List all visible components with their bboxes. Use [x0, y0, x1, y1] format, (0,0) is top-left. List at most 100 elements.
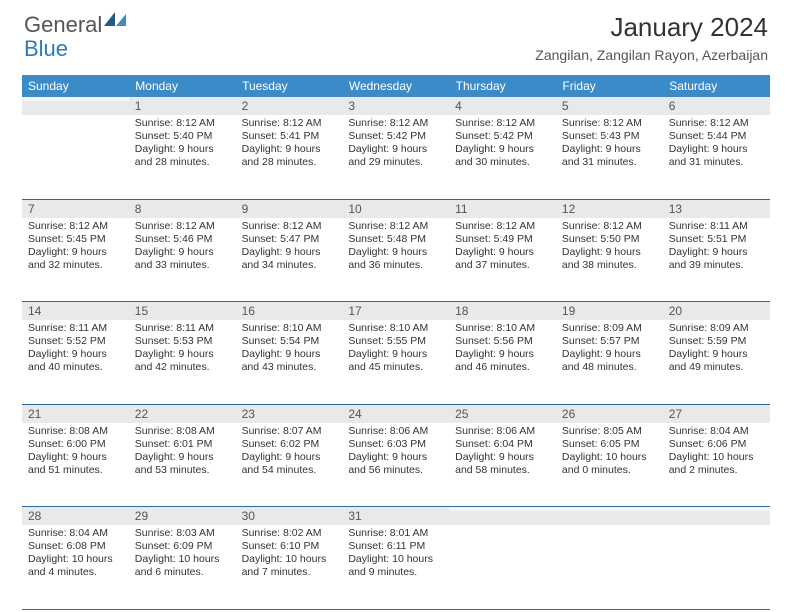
- logo: General: [24, 12, 126, 38]
- daylight-text-a: Daylight: 9 hours: [562, 348, 657, 361]
- daylight-text-a: Daylight: 9 hours: [562, 143, 657, 156]
- sunrise-text: Sunrise: 8:12 AM: [348, 220, 443, 233]
- daylight-text-b: and 6 minutes.: [135, 566, 230, 579]
- daynum-row: 78910111213: [22, 199, 770, 218]
- calendar-body: 123456Sunrise: 8:12 AMSunset: 5:40 PMDay…: [22, 97, 770, 609]
- daylight-text-b: and 40 minutes.: [28, 361, 123, 374]
- daylight-text-a: Daylight: 9 hours: [28, 451, 123, 464]
- daylight-text-b: and 31 minutes.: [669, 156, 764, 169]
- sunrise-text: Sunrise: 8:08 AM: [135, 425, 230, 438]
- day-cell: Sunrise: 8:09 AMSunset: 5:59 PMDaylight:…: [663, 320, 770, 379]
- daylight-text-b: and 4 minutes.: [28, 566, 123, 579]
- month-title: January 2024: [535, 12, 768, 43]
- day-number: 16: [236, 302, 343, 320]
- sunrise-text: Sunrise: 8:06 AM: [455, 425, 550, 438]
- daylight-text-b: and 49 minutes.: [669, 361, 764, 374]
- day-number: 2: [236, 97, 343, 115]
- sunset-text: Sunset: 5:56 PM: [455, 335, 550, 348]
- day-cell: Sunrise: 8:12 AMSunset: 5:42 PMDaylight:…: [342, 115, 449, 174]
- day-cell: [663, 525, 770, 531]
- sunrise-text: Sunrise: 8:12 AM: [455, 117, 550, 130]
- day-number: 31: [342, 507, 449, 525]
- day-cell: Sunrise: 8:12 AMSunset: 5:40 PMDaylight:…: [129, 115, 236, 174]
- day-cell: Sunrise: 8:08 AMSunset: 6:00 PMDaylight:…: [22, 423, 129, 482]
- day-cell: Sunrise: 8:12 AMSunset: 5:47 PMDaylight:…: [236, 218, 343, 277]
- logo-subtext-wrap: Blue: [24, 36, 68, 62]
- day-cell: Sunrise: 8:12 AMSunset: 5:50 PMDaylight:…: [556, 218, 663, 277]
- day-number: [556, 507, 663, 511]
- daylight-text-b: and 31 minutes.: [562, 156, 657, 169]
- day-number: 15: [129, 302, 236, 320]
- day-cell: Sunrise: 8:07 AMSunset: 6:02 PMDaylight:…: [236, 423, 343, 482]
- day-cell: [22, 115, 129, 121]
- sunrise-text: Sunrise: 8:04 AM: [669, 425, 764, 438]
- logo-sail-icon: [104, 12, 126, 26]
- day-cell: Sunrise: 8:12 AMSunset: 5:43 PMDaylight:…: [556, 115, 663, 174]
- sunset-text: Sunset: 5:54 PM: [242, 335, 337, 348]
- day-number: [22, 97, 129, 101]
- day-cell: Sunrise: 8:09 AMSunset: 5:57 PMDaylight:…: [556, 320, 663, 379]
- day-number: 7: [22, 200, 129, 218]
- daylight-text-a: Daylight: 10 hours: [242, 553, 337, 566]
- daylight-text-a: Daylight: 9 hours: [242, 348, 337, 361]
- daylight-text-b: and 36 minutes.: [348, 259, 443, 272]
- sunset-text: Sunset: 5:45 PM: [28, 233, 123, 246]
- sunrise-text: Sunrise: 8:10 AM: [348, 322, 443, 335]
- sunrise-text: Sunrise: 8:11 AM: [28, 322, 123, 335]
- daylight-text-a: Daylight: 9 hours: [348, 451, 443, 464]
- day-number: 27: [663, 405, 770, 423]
- day-number: 5: [556, 97, 663, 115]
- sunrise-text: Sunrise: 8:05 AM: [562, 425, 657, 438]
- calendar-table: Sunday Monday Tuesday Wednesday Thursday…: [22, 75, 770, 610]
- day-number: 21: [22, 405, 129, 423]
- day-number: [663, 507, 770, 511]
- day-number: 18: [449, 302, 556, 320]
- daylight-text-b: and 9 minutes.: [348, 566, 443, 579]
- sunrise-text: Sunrise: 8:09 AM: [562, 322, 657, 335]
- day-cell: Sunrise: 8:06 AMSunset: 6:04 PMDaylight:…: [449, 423, 556, 482]
- day-cell: Sunrise: 8:12 AMSunset: 5:46 PMDaylight:…: [129, 218, 236, 277]
- sunset-text: Sunset: 6:11 PM: [348, 540, 443, 553]
- daylight-text-a: Daylight: 10 hours: [348, 553, 443, 566]
- sunset-text: Sunset: 5:42 PM: [348, 130, 443, 143]
- daylight-text-a: Daylight: 10 hours: [669, 451, 764, 464]
- day-number: 24: [342, 405, 449, 423]
- day-number: 6: [663, 97, 770, 115]
- daylight-text-a: Daylight: 9 hours: [455, 246, 550, 259]
- sunrise-text: Sunrise: 8:08 AM: [28, 425, 123, 438]
- daylight-text-a: Daylight: 9 hours: [348, 143, 443, 156]
- sunrise-text: Sunrise: 8:04 AM: [28, 527, 123, 540]
- day-number: 26: [556, 405, 663, 423]
- weekday-header-row: Sunday Monday Tuesday Wednesday Thursday…: [22, 75, 770, 97]
- daynum-row: 21222324252627: [22, 404, 770, 423]
- day-cell: Sunrise: 8:03 AMSunset: 6:09 PMDaylight:…: [129, 525, 236, 584]
- daylight-text-b: and 33 minutes.: [135, 259, 230, 272]
- sunset-text: Sunset: 5:48 PM: [348, 233, 443, 246]
- day-cell: Sunrise: 8:10 AMSunset: 5:54 PMDaylight:…: [236, 320, 343, 379]
- daylight-text-a: Daylight: 9 hours: [348, 246, 443, 259]
- sunset-text: Sunset: 5:49 PM: [455, 233, 550, 246]
- daylight-text-b: and 43 minutes.: [242, 361, 337, 374]
- day-number: 10: [342, 200, 449, 218]
- logo-text-general: General: [24, 12, 102, 38]
- daylight-text-b: and 28 minutes.: [242, 156, 337, 169]
- daynum-row: 14151617181920: [22, 302, 770, 321]
- daylight-text-a: Daylight: 9 hours: [135, 451, 230, 464]
- day-number: 9: [236, 200, 343, 218]
- day-cell: Sunrise: 8:12 AMSunset: 5:48 PMDaylight:…: [342, 218, 449, 277]
- sunrise-text: Sunrise: 8:11 AM: [669, 220, 764, 233]
- day-number: 4: [449, 97, 556, 115]
- day-cell: Sunrise: 8:11 AMSunset: 5:51 PMDaylight:…: [663, 218, 770, 277]
- sunset-text: Sunset: 6:04 PM: [455, 438, 550, 451]
- day-cell: Sunrise: 8:05 AMSunset: 6:05 PMDaylight:…: [556, 423, 663, 482]
- day-number: [449, 507, 556, 511]
- sunset-text: Sunset: 5:50 PM: [562, 233, 657, 246]
- weekday-header: Tuesday: [236, 75, 343, 97]
- daylight-text-a: Daylight: 9 hours: [669, 143, 764, 156]
- sunrise-text: Sunrise: 8:06 AM: [348, 425, 443, 438]
- week-row: Sunrise: 8:12 AM Sunset: 5:45 PM Daylight:…: [22, 218, 770, 302]
- sunrise-text: Sunrise: 8:12 AM: [135, 220, 230, 233]
- daylight-text-b: and 54 minutes.: [242, 464, 337, 477]
- daylight-text-a: Daylight: 9 hours: [242, 246, 337, 259]
- sunset-text: Sunset: 5:51 PM: [669, 233, 764, 246]
